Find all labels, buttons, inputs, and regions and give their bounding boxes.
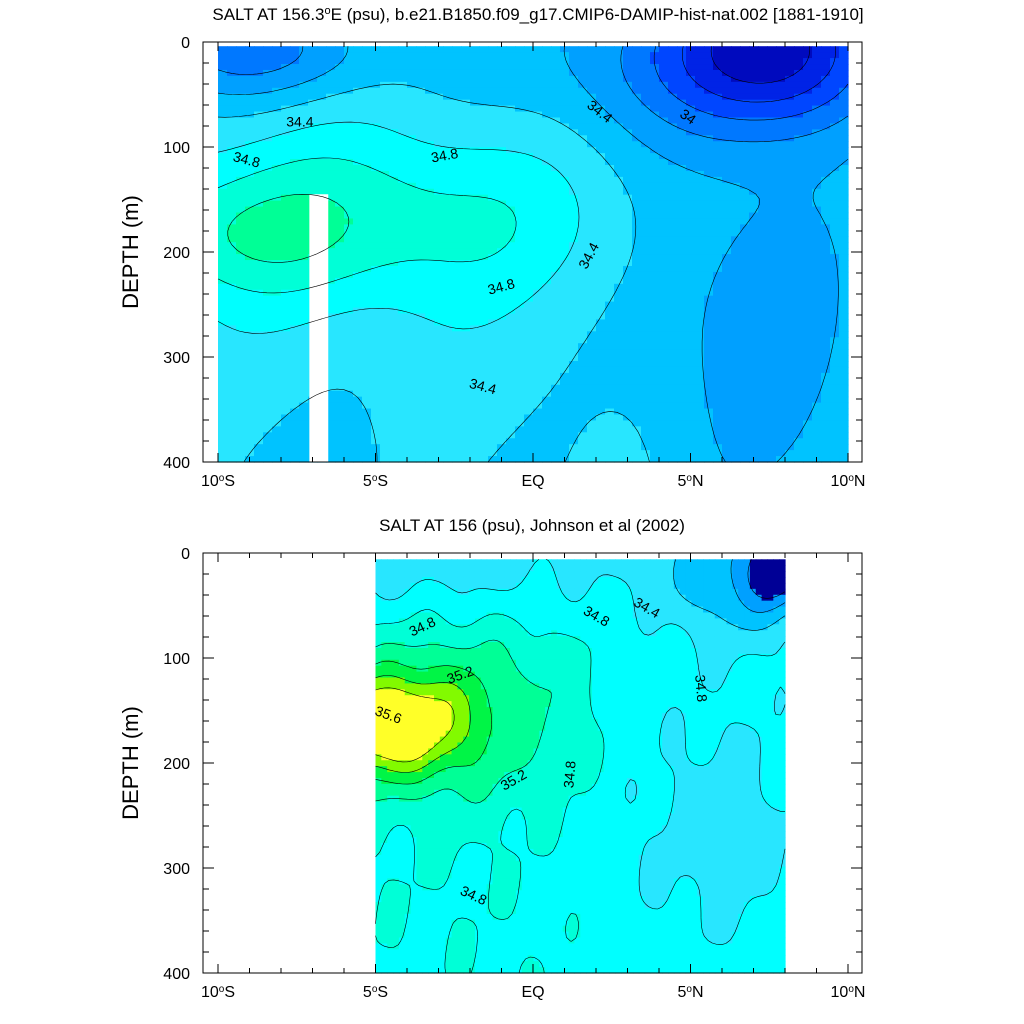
y-axis-title: DEPTH (m) (118, 195, 143, 309)
contour-label: 34.8 (231, 148, 262, 171)
contour-label: 34.8 (692, 674, 710, 703)
contour-line-35 (227, 194, 350, 263)
x-tick-label: 10oN (831, 984, 866, 1002)
contour-line-34-8 (217, 157, 517, 294)
contour-line-35 (375, 639, 552, 804)
contour-line-34-6 (375, 559, 786, 945)
y-tick-label: 300 (163, 350, 190, 367)
contour-line-33-4 (710, 46, 810, 84)
x-tick-label: 10oN (831, 473, 866, 491)
missing-data-column (309, 194, 329, 462)
contour-label: 34.4 (286, 114, 313, 130)
y-tick-label: 0 (181, 546, 190, 563)
chart-title: SALT AT 156 (psu), Johnson et al (2002) (379, 516, 685, 535)
contour-line-35-6 (375, 687, 455, 763)
contour-fill (375, 559, 786, 974)
axes: 10oS 5oS EQ 5oN 10oN 0 100 200 300 400 (163, 35, 865, 490)
y-tick-label: 400 (163, 966, 190, 983)
contour-line-35-4 (375, 675, 471, 773)
contour-label: 34.8 (430, 145, 460, 166)
contour-line-33-6 (682, 46, 836, 103)
y-tick-label: 200 (163, 245, 190, 262)
contour-lines (375, 559, 786, 974)
y-tick-label: 100 (163, 140, 190, 157)
contour-line-34-2 (217, 46, 849, 463)
contour-line-34 (217, 46, 849, 143)
axes: 10oS 5oS EQ 5oN 10oN 0 100 200 300 400 (163, 546, 865, 1001)
contour-line-34-6 (217, 121, 580, 334)
y-axis-title: DEPTH (m) (118, 706, 143, 820)
contour-line-33-8 (653, 46, 849, 121)
contour-lines (217, 46, 849, 463)
x-tick-label: 5oS (363, 984, 388, 1002)
chart-title: SALT AT 156.3oE (psu), b.e21.B1850.f09_g… (212, 5, 863, 24)
contour-line-35-2 (375, 660, 492, 785)
x-tick-label: 10oS (201, 473, 235, 491)
contour-label: 34.8 (560, 760, 578, 789)
panel-model: SALT AT 156.3oE (psu), b.e21.B1850.f09_g… (118, 5, 865, 490)
x-tick-label: 5oN (677, 473, 703, 491)
contour-line-34-8 (375, 609, 605, 974)
contour-label: 34.4 (468, 375, 499, 398)
x-tick-label: EQ (521, 984, 544, 1001)
contour-line-34-4 (673, 559, 786, 631)
y-tick-label: 300 (163, 861, 190, 878)
y-tick-label: 400 (163, 455, 190, 472)
contour-line-34 (747, 559, 786, 599)
panel-observations: SALT AT 156 (psu), Johnson et al (2002) 3… (118, 516, 865, 1001)
y-tick-label: 100 (163, 651, 190, 668)
x-tick-label: 5oS (363, 473, 388, 491)
contour-line-34-2 (730, 559, 786, 613)
x-tick-label: EQ (521, 473, 544, 490)
x-tick-label: 5oN (677, 984, 703, 1002)
x-tick-label: 10oS (201, 984, 235, 1002)
contour-line-34-4 (217, 83, 650, 463)
contour-label: 34.8 (486, 275, 517, 298)
y-tick-label: 0 (181, 35, 190, 52)
y-tick-label: 200 (163, 756, 190, 773)
